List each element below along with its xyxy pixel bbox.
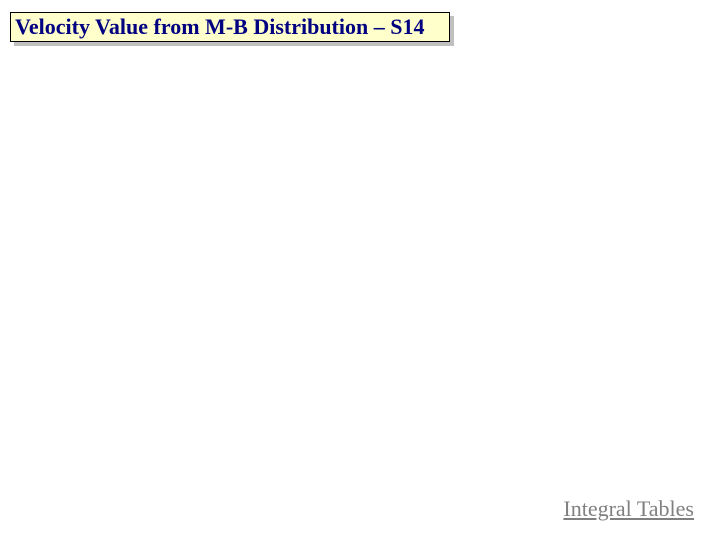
integral-tables-link[interactable]: Integral Tables bbox=[563, 496, 694, 522]
title-box: Velocity Value from M-B Distribution – S… bbox=[10, 12, 450, 42]
slide-title: Velocity Value from M-B Distribution – S… bbox=[15, 14, 424, 40]
